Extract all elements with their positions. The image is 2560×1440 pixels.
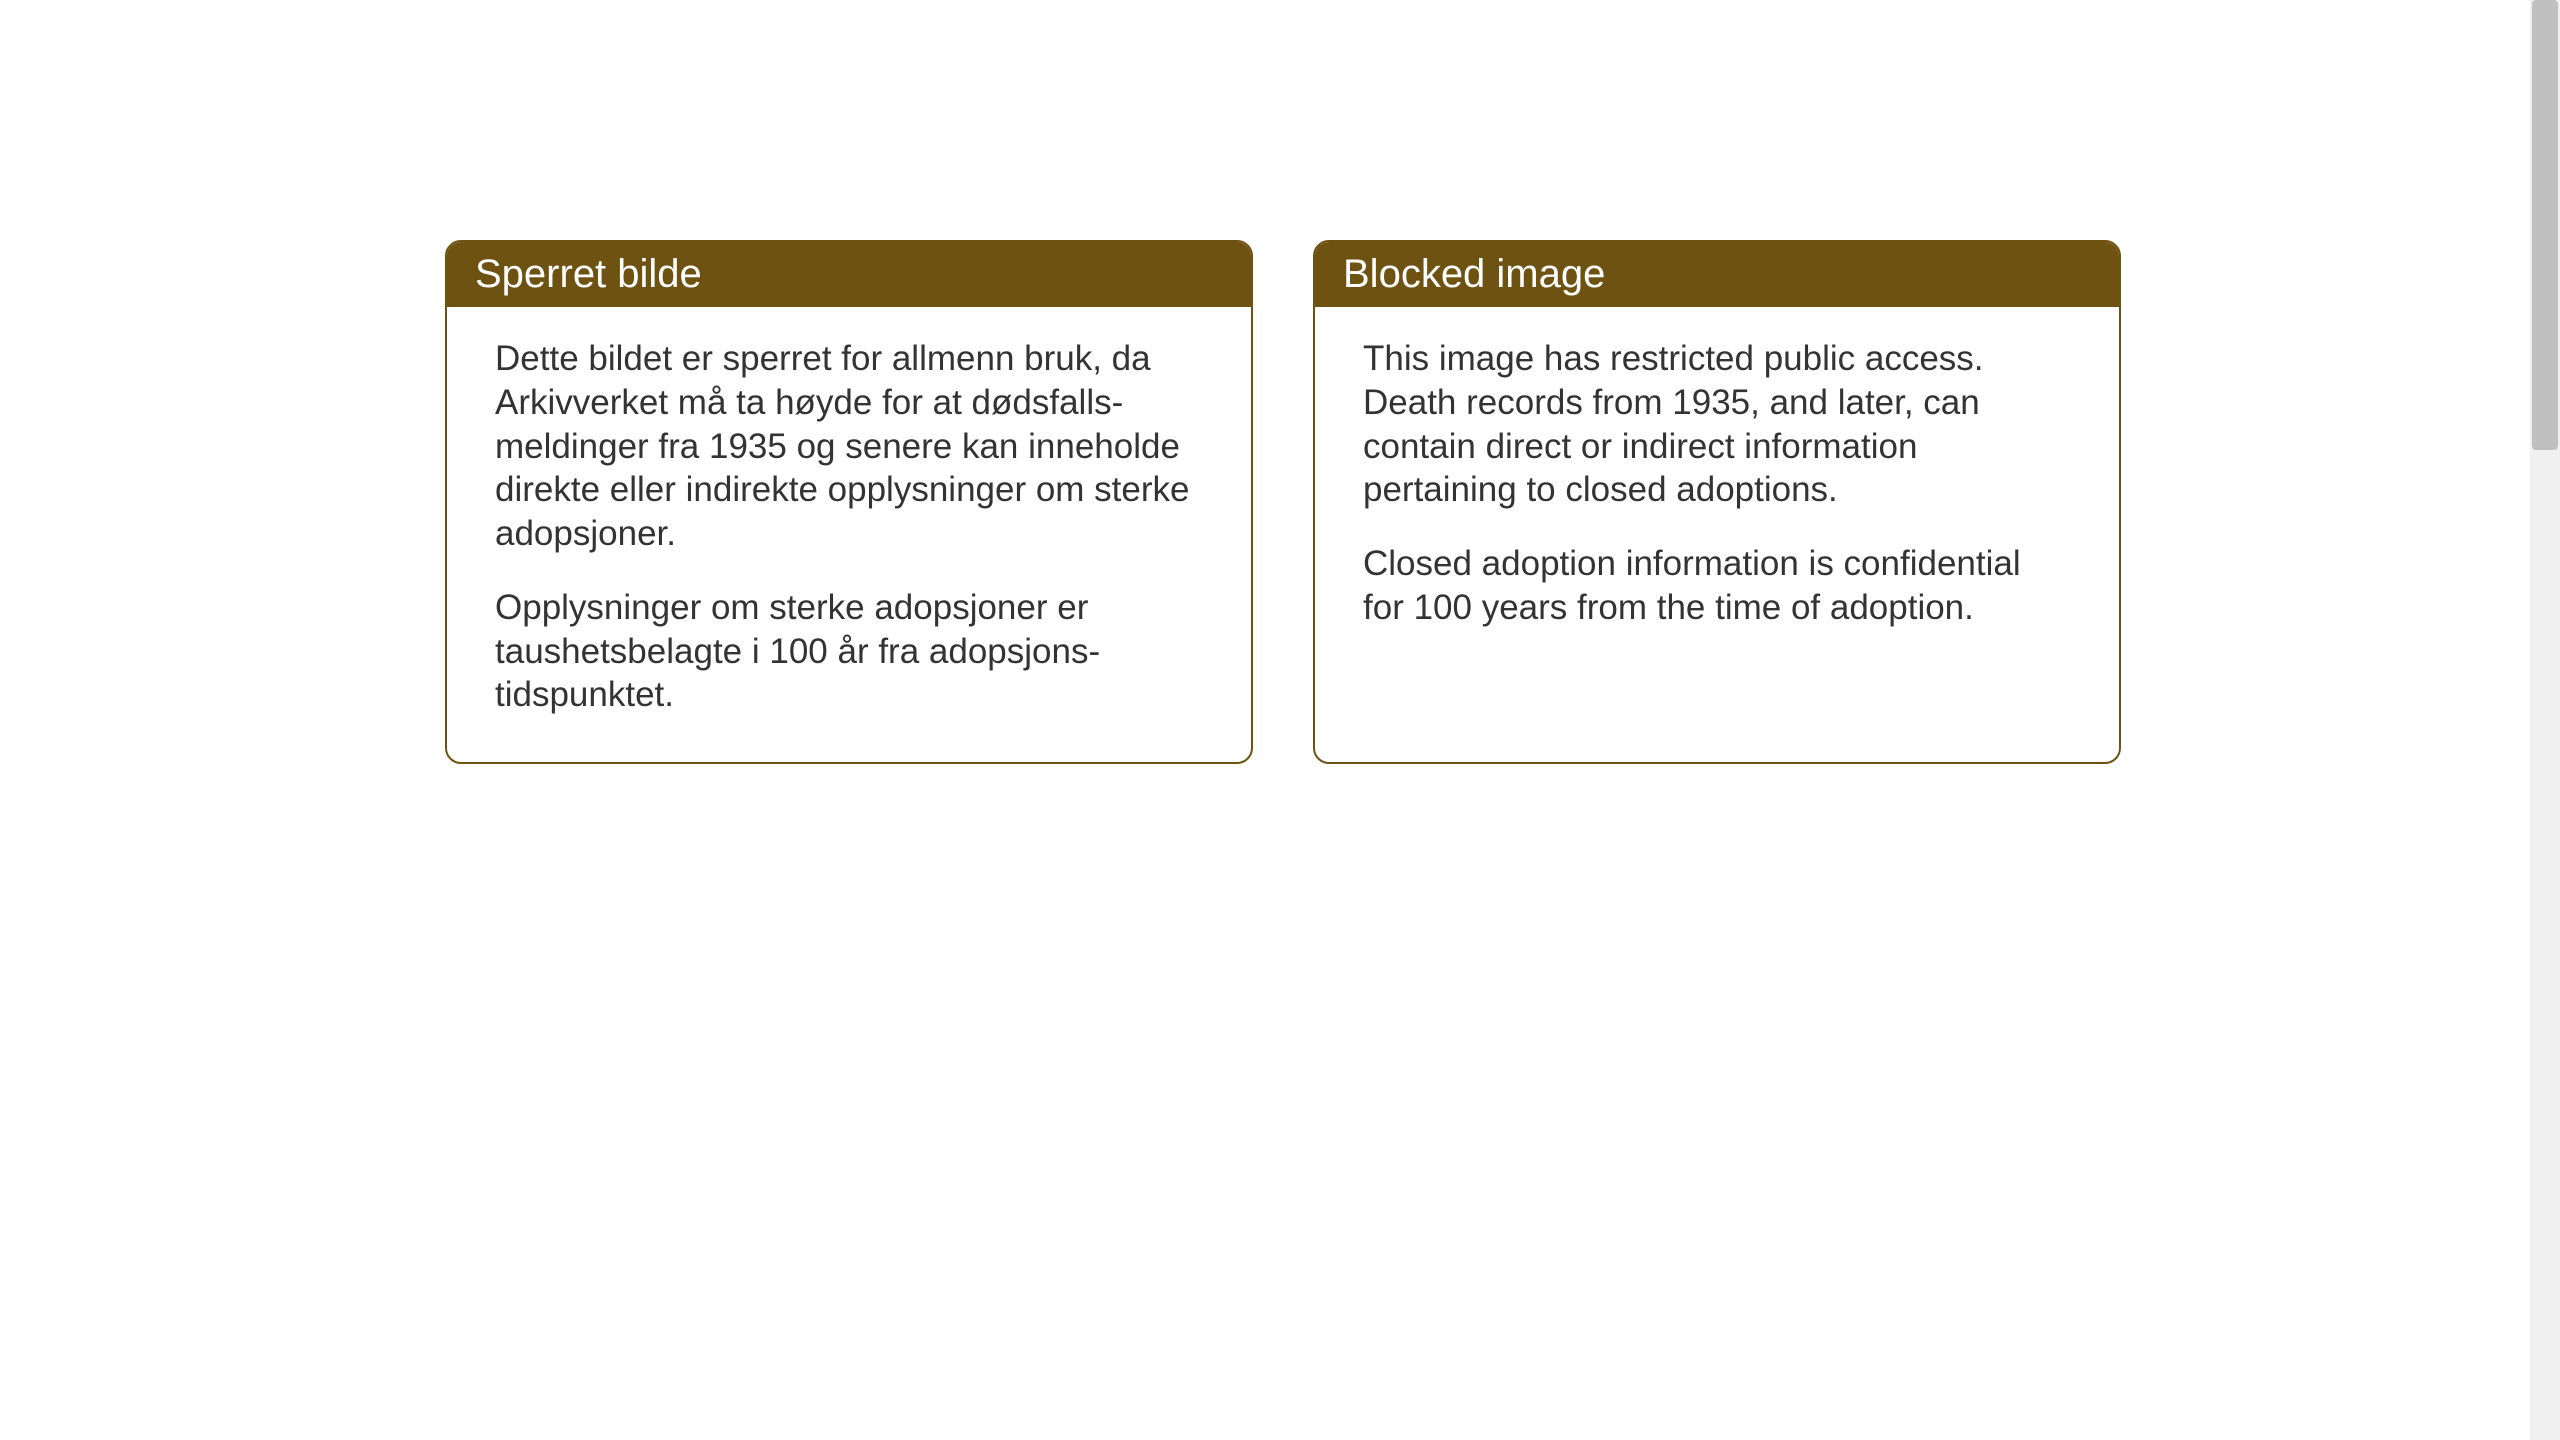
norwegian-card-title: Sperret bilde xyxy=(447,242,1251,307)
norwegian-paragraph-1: Dette bildet er sperret for allmenn bruk… xyxy=(495,337,1203,556)
english-notice-card: Blocked image This image has restricted … xyxy=(1313,240,2121,764)
norwegian-card-body: Dette bildet er sperret for allmenn bruk… xyxy=(447,307,1251,762)
scrollbar-thumb[interactable] xyxy=(2532,0,2558,450)
norwegian-paragraph-2: Opplysninger om sterke adopsjoner er tau… xyxy=(495,586,1203,717)
english-card-body: This image has restricted public access.… xyxy=(1315,307,2119,675)
norwegian-notice-card: Sperret bilde Dette bildet er sperret fo… xyxy=(445,240,1253,764)
scrollbar-track[interactable] xyxy=(2530,0,2560,1440)
notice-container: Sperret bilde Dette bildet er sperret fo… xyxy=(445,240,2121,764)
english-paragraph-1: This image has restricted public access.… xyxy=(1363,337,2071,512)
english-card-title: Blocked image xyxy=(1315,242,2119,307)
english-paragraph-2: Closed adoption information is confident… xyxy=(1363,542,2071,630)
